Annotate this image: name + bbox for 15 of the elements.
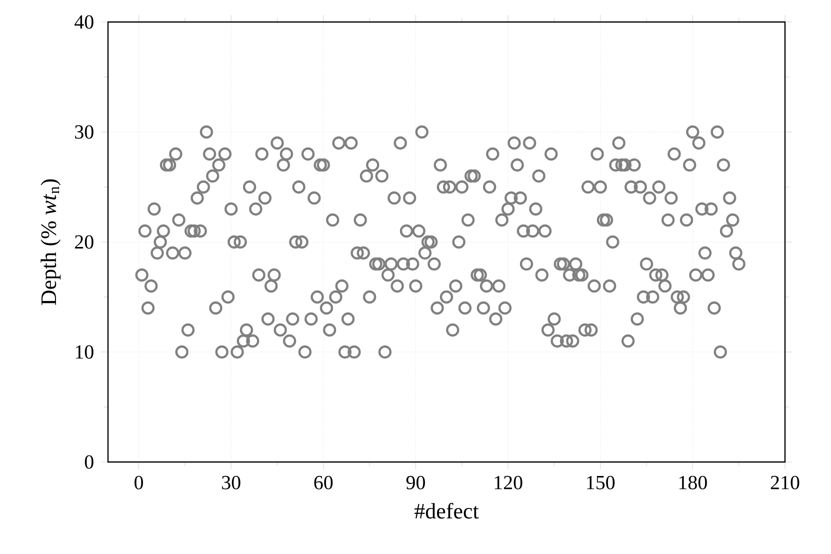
x-tick-label: 30 [222, 476, 240, 490]
x-tick-label: 150 [587, 476, 615, 490]
x-tick-label: 180 [679, 476, 707, 490]
y-tick-label: 0 [84, 455, 94, 469]
y-tick-label: 10 [76, 345, 94, 359]
x-tick-label: 90 [406, 476, 425, 490]
x-tick-label: 60 [314, 476, 333, 490]
x-tick-label: 120 [494, 476, 522, 490]
x-tick-label: 0 [134, 476, 144, 490]
y-axis-title: Depth (% wt$_{n}$) [40, 179, 61, 305]
y-tick-label: 40 [74, 15, 94, 29]
x-tick-label: 210 [770, 476, 800, 490]
x-axis-title: #defect [414, 502, 479, 519]
y-tick-label: 30 [75, 125, 94, 139]
y-tick-label: 20 [75, 235, 94, 249]
